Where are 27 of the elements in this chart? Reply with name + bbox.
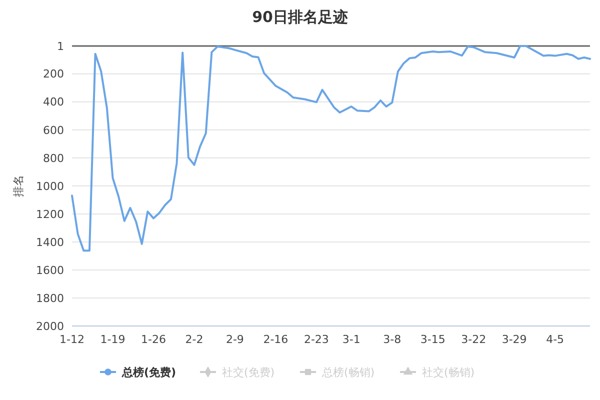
x-tick-label: 3-8 [383, 333, 402, 346]
y-tick-label: 800 [43, 152, 64, 165]
x-tick-label: 1-12 [60, 333, 84, 346]
x-tick-label: 3-1 [342, 333, 360, 346]
x-tick-label: 1-19 [100, 333, 126, 346]
chart-title: 90日排名足迹 [252, 8, 348, 26]
x-tick-label: 1-26 [141, 333, 166, 346]
y-tick-label: 1400 [36, 236, 64, 249]
y-tick-label: 1800 [36, 292, 64, 305]
legend-label: 总榜(免费) [121, 366, 176, 379]
y-tick-label: 400 [43, 96, 64, 109]
x-tick-label: 4-5 [546, 333, 564, 346]
x-tick-label: 3-29 [502, 333, 527, 346]
x-tick-label: 2-16 [263, 333, 288, 346]
x-tick-label: 2-2 [185, 333, 204, 346]
y-tick-label: 200 [43, 68, 64, 81]
y-tick-label: 1200 [36, 208, 64, 221]
y-tick-label: 1 [57, 40, 64, 53]
y-axis-title: 排名 [12, 175, 25, 197]
x-tick-label: 3-22 [461, 333, 486, 346]
y-tick-label: 600 [43, 124, 64, 137]
x-tick-label: 2-23 [304, 333, 329, 346]
y-tick-label: 1000 [36, 180, 64, 193]
y-tick-label: 2000 [36, 320, 64, 333]
x-tick-label: 3-15 [420, 333, 446, 346]
x-tick-label: 2-9 [226, 333, 244, 346]
y-tick-label: 1600 [36, 264, 64, 277]
